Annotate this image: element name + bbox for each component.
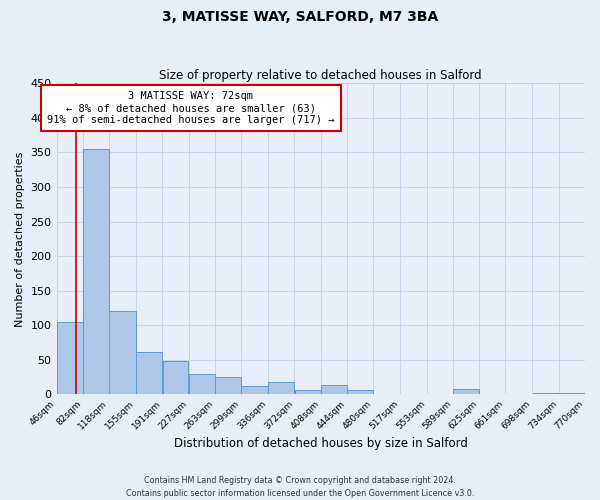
Text: 3 MATISSE WAY: 72sqm
← 8% of detached houses are smaller (63)
91% of semi-detach: 3 MATISSE WAY: 72sqm ← 8% of detached ho…: [47, 92, 335, 124]
Bar: [295, 390, 320, 394]
Bar: [241, 386, 268, 394]
Bar: [453, 389, 479, 394]
Bar: [57, 322, 83, 394]
Bar: [559, 393, 585, 394]
Bar: [136, 352, 162, 395]
Title: Size of property relative to detached houses in Salford: Size of property relative to detached ho…: [160, 69, 482, 82]
Bar: [268, 382, 295, 394]
Bar: [215, 377, 241, 394]
Bar: [109, 312, 136, 394]
Bar: [321, 385, 347, 394]
Bar: [83, 149, 109, 394]
Y-axis label: Number of detached properties: Number of detached properties: [15, 151, 25, 326]
Bar: [189, 374, 215, 394]
X-axis label: Distribution of detached houses by size in Salford: Distribution of detached houses by size …: [174, 437, 468, 450]
Bar: [347, 390, 373, 394]
Bar: [163, 360, 188, 394]
Bar: [533, 393, 559, 394]
Text: Contains HM Land Registry data © Crown copyright and database right 2024.
Contai: Contains HM Land Registry data © Crown c…: [126, 476, 474, 498]
Text: 3, MATISSE WAY, SALFORD, M7 3BA: 3, MATISSE WAY, SALFORD, M7 3BA: [162, 10, 438, 24]
